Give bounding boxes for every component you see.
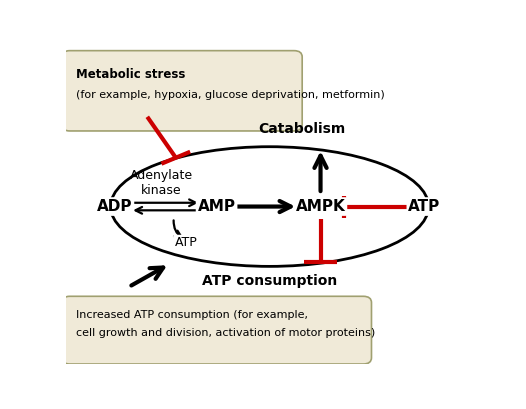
- Text: Metabolic stress: Metabolic stress: [76, 68, 185, 81]
- Text: ADP: ADP: [97, 199, 133, 214]
- Text: AMPK: AMPK: [296, 199, 346, 214]
- Text: Catabolism: Catabolism: [259, 122, 346, 136]
- Text: ATP consumption: ATP consumption: [202, 274, 337, 288]
- FancyBboxPatch shape: [62, 296, 371, 364]
- Text: ATP: ATP: [408, 199, 441, 214]
- Text: AMP: AMP: [198, 199, 236, 214]
- Text: (for example, hypoxia, glucose deprivation, metformin): (for example, hypoxia, glucose deprivati…: [76, 90, 385, 100]
- Text: Increased ATP consumption (for example,: Increased ATP consumption (for example,: [76, 310, 308, 319]
- Text: cell growth and division, activation of motor proteins): cell growth and division, activation of …: [76, 328, 375, 339]
- FancyBboxPatch shape: [62, 51, 302, 131]
- Text: ATP: ATP: [175, 236, 197, 249]
- Text: Adenylate
kinase: Adenylate kinase: [130, 169, 193, 197]
